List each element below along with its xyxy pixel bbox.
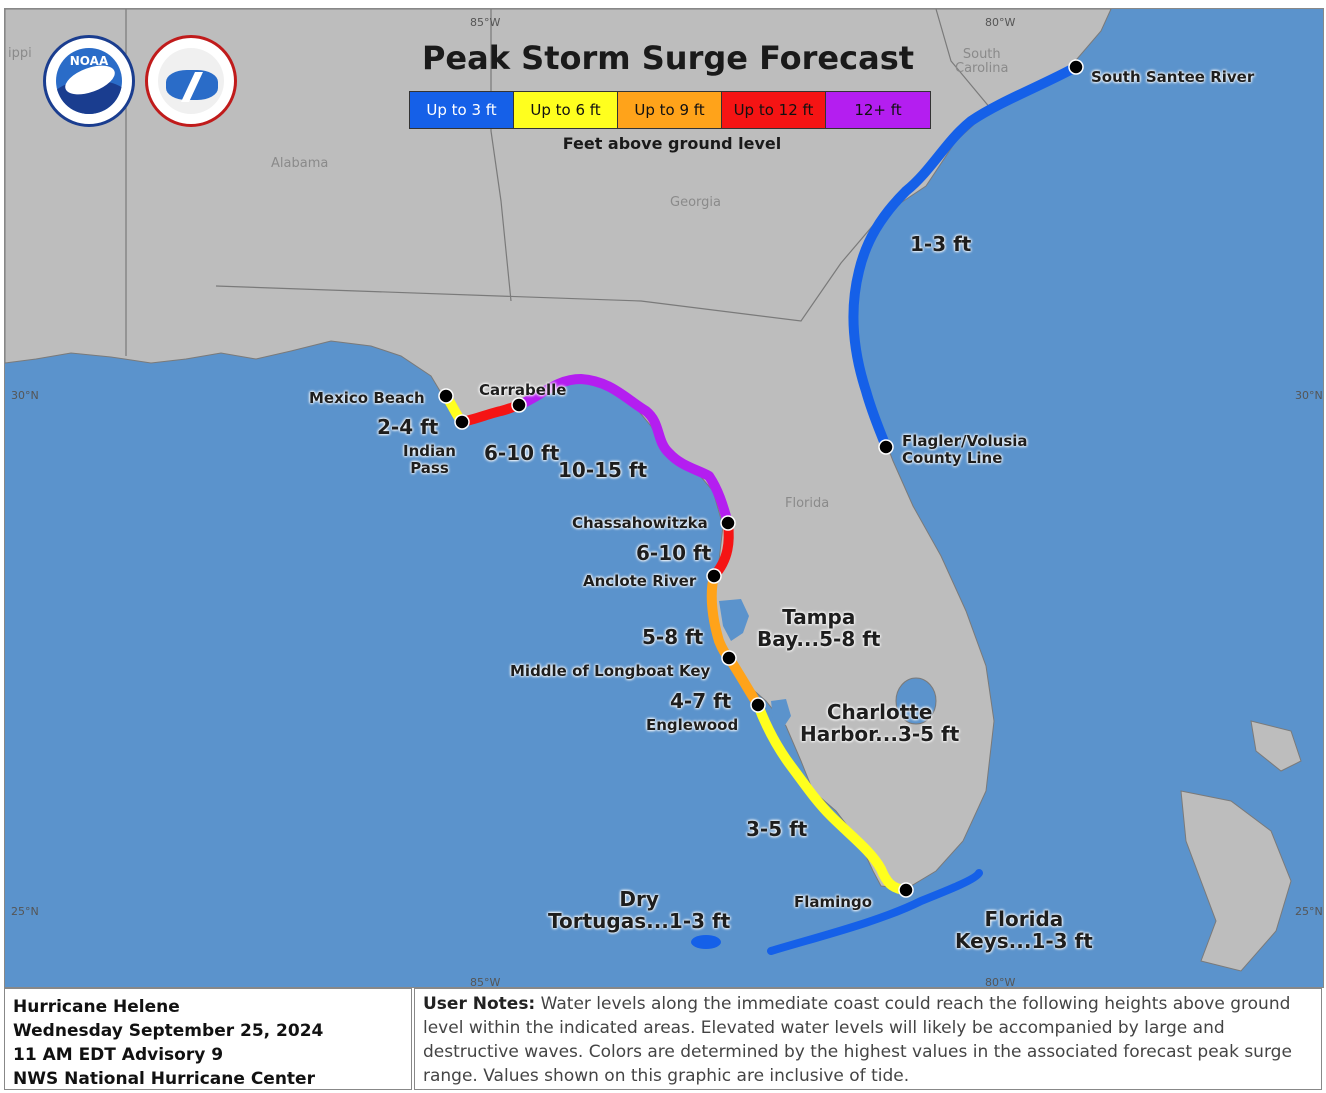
range-label-atlantic: 1-3 ft xyxy=(910,232,972,256)
range-label-mexico-indian: 2-4 ft xyxy=(377,415,439,439)
range-label-charlotte-harbor: Charlotte Harbor...3-5 ft xyxy=(800,700,960,746)
grid-label-25n-right: 25°N xyxy=(1295,905,1323,918)
legend-item-3: Up to 12 ft xyxy=(722,92,826,128)
surge-map xyxy=(5,9,1302,972)
range-label-tampa-bay: Tampa Bay...5-8 ft xyxy=(757,605,881,651)
lake-okeechobee xyxy=(895,677,937,725)
location-markers xyxy=(438,59,1084,898)
segment-carrabelle-chassahowitzka xyxy=(514,374,733,528)
label-middle-of-longboat-key: Middle of Longboat Key xyxy=(510,662,711,680)
label-chassahowitzka: Chassahowitzka xyxy=(572,514,708,532)
segment-englewood-flamingo xyxy=(753,700,911,895)
charlotte-inlet xyxy=(771,699,791,731)
grid-label-80w-bottom: 80°W xyxy=(985,976,1016,988)
map-title: Peak Storm Surge Forecast xyxy=(421,39,915,77)
user-notes: User Notes: Water levels along the immed… xyxy=(414,988,1322,1090)
label-englewood: Englewood xyxy=(646,716,739,734)
grid-label-85w-top: 85°W xyxy=(470,16,501,29)
label-south-santee-river: South Santee River xyxy=(1091,68,1255,86)
map-frame: NOAA Peak Storm Surge Forecast Up to 3 f… xyxy=(4,8,1324,988)
label-indian-pass: Indian Pass xyxy=(403,442,456,477)
issuing-center: NWS National Hurricane Center xyxy=(13,1069,315,1089)
noaa-logo: NOAA xyxy=(43,35,135,127)
legend-item-2: Up to 9 ft xyxy=(618,92,722,128)
advisory-number: 11 AM EDT Advisory 9 xyxy=(13,1045,224,1065)
land-islands xyxy=(1250,720,1302,772)
grid-label-25n-left: 25°N xyxy=(11,905,39,918)
segment-atlantic xyxy=(848,62,1081,452)
label-mexico-beach: Mexico Beach xyxy=(309,389,425,407)
marker-mexico-beach xyxy=(438,388,454,404)
label-flamingo: Flamingo xyxy=(794,893,873,911)
grid-label-30n-left: 30°N xyxy=(11,389,39,402)
state-label-mississippi: ippi xyxy=(8,46,32,61)
range-label-carrabelle-chassahowitzka: 10-15 ft xyxy=(558,458,648,482)
state-label-georgia: Georgia xyxy=(670,195,721,210)
marker-flagler-volusia xyxy=(878,439,894,455)
state-boundaries xyxy=(125,9,992,356)
legend-item-4: 12+ ft xyxy=(826,92,930,128)
range-label-chassahowitzka-anclote: 6-10 ft xyxy=(636,541,712,565)
marker-south-santee-river xyxy=(1068,59,1084,75)
advisory-info: Hurricane Helene Wednesday September 25,… xyxy=(4,988,412,1090)
label-flagler-volusia: Flagler/Volusia County Line xyxy=(902,432,1028,467)
marker-chassahowitzka xyxy=(720,515,736,531)
marker-indian-pass xyxy=(454,414,470,430)
range-label-anclote-longboat: 5-8 ft xyxy=(642,625,704,649)
legend-item-1: Up to 6 ft xyxy=(514,92,618,128)
marker-flamingo xyxy=(898,882,914,898)
marker-middle-of-longboat-key xyxy=(721,650,737,666)
state-label-south-carolina: South Carolina xyxy=(955,47,1009,77)
marker-englewood xyxy=(750,697,766,713)
marker-anclote-river xyxy=(706,568,722,584)
nws-logo xyxy=(145,35,237,127)
storm-name: Hurricane Helene xyxy=(13,997,180,1017)
grid-label-30n-right: 30°N xyxy=(1295,389,1323,402)
noaa-logo-text: NOAA xyxy=(69,54,109,68)
user-notes-label: User Notes: xyxy=(423,994,536,1014)
range-label-englewood-flamingo: 3-5 ft xyxy=(746,817,808,841)
range-label-indian-carrabelle: 6-10 ft xyxy=(484,441,560,465)
label-carrabelle: Carrabelle xyxy=(479,381,567,399)
grid-label-85w-bottom: 85°W xyxy=(470,976,501,988)
legend-note: Feet above ground level xyxy=(562,134,782,153)
land-bahamas xyxy=(1180,790,1292,972)
advisory-date: Wednesday September 25, 2024 xyxy=(13,1021,324,1041)
dry-tortugas-shape xyxy=(691,935,721,949)
range-label-longboat-englewood: 4-7 ft xyxy=(670,689,732,713)
range-label-florida-keys: Florida Keys...1-3 ft xyxy=(955,907,1093,953)
legend: Up to 3 ft Up to 6 ft Up to 9 ft Up to 12 f… xyxy=(409,91,931,129)
user-notes-text: Water levels along the immediate coast c… xyxy=(423,994,1292,1086)
tampa-bay-inlet xyxy=(719,599,749,641)
state-label-florida: Florida xyxy=(785,496,830,511)
state-label-alabama: Alabama xyxy=(271,156,329,171)
florida-keys-shape xyxy=(767,869,983,955)
label-anclote-river: Anclote River xyxy=(583,572,697,590)
legend-item-0: Up to 3 ft xyxy=(410,92,514,128)
range-label-dry-tortugas: Dry Tortugas...1-3 ft xyxy=(548,887,731,933)
grid-label-80w-top: 80°W xyxy=(985,16,1016,29)
marker-carrabelle xyxy=(511,397,527,413)
